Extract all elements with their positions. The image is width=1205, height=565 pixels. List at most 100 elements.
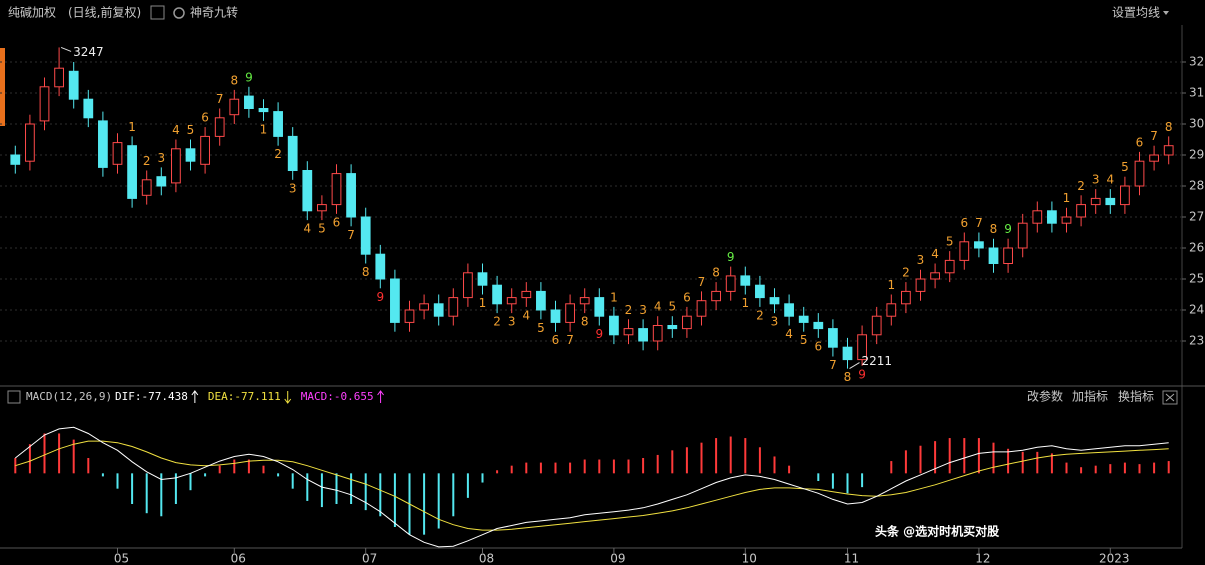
td-sell-count: 9 <box>727 250 735 264</box>
td-sell-count: 7 <box>975 216 983 230</box>
td-sell-count: 8 <box>712 266 720 280</box>
candle-body <box>492 284 502 305</box>
dropdown-arrow[interactable] <box>1163 11 1169 15</box>
candle-body <box>696 300 707 317</box>
candle-body <box>536 290 546 311</box>
td-buy-count: 1 <box>741 296 749 310</box>
x-tick-label: 07 <box>362 552 377 565</box>
help-icon[interactable] <box>150 5 165 20</box>
x-tick-label: 2023 <box>1099 552 1130 565</box>
y-tick-label: 280 <box>1189 179 1205 193</box>
candle-body <box>769 297 780 305</box>
td-sell-count: 4 <box>1106 173 1114 187</box>
candle-body <box>1090 197 1101 206</box>
candle-body <box>302 170 313 212</box>
candle-body <box>652 325 663 342</box>
candle-body <box>477 272 488 286</box>
help-icon[interactable] <box>7 390 21 404</box>
y-tick-label: 290 <box>1189 148 1205 162</box>
td-buy-count: 1 <box>260 122 268 136</box>
chart-title: 纯碱加权 <box>8 6 56 20</box>
close-icon[interactable] <box>1165 393 1175 402</box>
gear-icon[interactable] <box>173 7 185 19</box>
y-tick-label: 300 <box>1189 117 1205 131</box>
candle-body <box>871 315 882 336</box>
indicator-button[interactable]: 改参数 <box>1027 389 1063 404</box>
td-sell-count: 8 <box>990 222 998 236</box>
td-sell-count: 9 <box>1004 222 1012 236</box>
dif-line <box>14 426 1169 548</box>
candle-body <box>1047 210 1057 224</box>
candle-body <box>813 321 824 330</box>
x-tick-label: 11 <box>844 552 859 565</box>
td-buy-count: 2 <box>493 315 501 329</box>
candle-body <box>755 284 765 299</box>
td-buy-count: 8 <box>844 370 852 384</box>
td-sell-count: 2 <box>625 303 633 317</box>
dea-line <box>15 440 1169 531</box>
td-buy-count: 6 <box>333 215 341 229</box>
td-buy-count: 4 <box>303 222 311 236</box>
td-buy-count: 5 <box>800 333 808 347</box>
candle-body <box>98 120 108 168</box>
td-buy-count: 6 <box>814 339 822 353</box>
candle-body <box>711 290 721 302</box>
annotation-arrow <box>60 46 72 52</box>
candle-body <box>214 117 225 137</box>
candle-body <box>331 173 342 206</box>
candle-body <box>39 86 50 122</box>
candle-body <box>83 98 94 119</box>
candle-body <box>1134 160 1145 187</box>
candle-body <box>258 108 269 113</box>
low-annotation: 2211 <box>862 354 893 368</box>
macd-readout: DIF:-77.438 <box>115 390 188 403</box>
td-sell-count: 2 <box>902 266 910 280</box>
candle-body <box>988 247 999 264</box>
td-sell-count: 3 <box>1092 173 1100 187</box>
candle-body <box>959 241 970 261</box>
candle-body <box>901 290 911 305</box>
candle-body <box>579 297 590 305</box>
candle-body <box>404 309 415 323</box>
candle-body <box>346 173 356 218</box>
settings-button[interactable]: 设置均线 <box>1112 6 1160 20</box>
candle-body <box>565 303 575 323</box>
td-sell-count: 4 <box>654 300 662 314</box>
y-tick-label: 250 <box>1189 272 1205 286</box>
candle-body <box>798 315 809 323</box>
candle-body <box>609 315 619 336</box>
y-tick-label: 270 <box>1189 210 1205 224</box>
td-sell-count: 7 <box>216 92 224 106</box>
td-buy-count: 7 <box>566 333 574 347</box>
candle-body <box>623 328 634 336</box>
watermark: 头条 @选对时机买对股 <box>875 524 1000 539</box>
candle-body <box>10 154 21 165</box>
indicator-button[interactable]: 加指标 <box>1072 389 1108 404</box>
indicator-button[interactable]: 换指标 <box>1118 389 1154 404</box>
td-sell-count: 1 <box>128 120 136 134</box>
candle-body <box>857 334 867 361</box>
td-sell-count: 6 <box>683 290 691 304</box>
td-buy-count: 9 <box>858 367 866 381</box>
close-button[interactable] <box>1162 390 1178 405</box>
indicator-name[interactable]: 神奇九转 <box>190 5 238 20</box>
candle-body <box>390 278 400 323</box>
candle-body <box>287 135 298 171</box>
candle-body <box>828 328 838 348</box>
candle-body <box>360 216 371 255</box>
candle-body <box>229 98 240 116</box>
y-tick-label: 230 <box>1189 334 1205 348</box>
td-buy-count: 5 <box>318 222 326 236</box>
td-buy-count: 3 <box>508 315 516 329</box>
td-buy-count: 4 <box>785 327 793 341</box>
x-tick-label: 12 <box>975 552 990 565</box>
td-buy-count: 9 <box>595 327 603 341</box>
td-buy-count: 8 <box>581 315 589 329</box>
td-sell-count: 4 <box>172 123 180 137</box>
td-sell-count: 9 <box>245 70 253 84</box>
candle-body <box>506 297 517 305</box>
td-buy-count: 6 <box>552 333 560 347</box>
